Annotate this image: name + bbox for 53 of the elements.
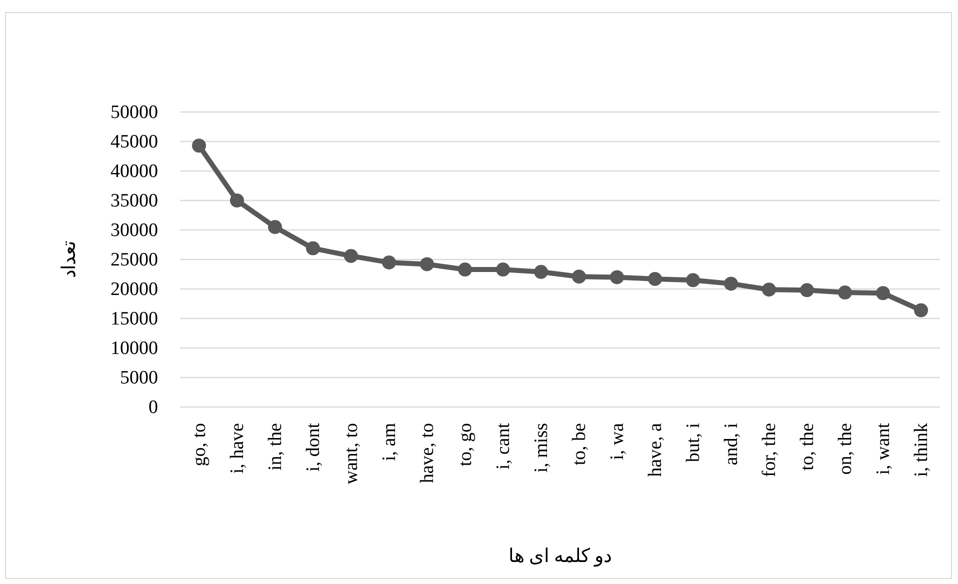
point <box>382 255 396 270</box>
y-tick-label: 10000 <box>110 338 158 359</box>
y-tick-label: 20000 <box>110 279 158 300</box>
point <box>458 262 472 277</box>
x-tick-label: and, i <box>721 423 742 466</box>
x-tick-label: have, a <box>645 422 666 477</box>
point <box>268 220 282 234</box>
y-tick-label: 15000 <box>110 308 158 330</box>
point <box>838 286 852 300</box>
point <box>420 257 434 272</box>
y-axis-title: تعداد <box>59 241 80 278</box>
x-tick-label: for, the <box>759 423 780 478</box>
x-tick-label: in, the <box>265 423 286 470</box>
point <box>648 272 662 286</box>
y-tick-label: 0 <box>148 397 158 418</box>
x-tick-label: i, wa <box>607 422 628 460</box>
y-tick-label: 40000 <box>110 161 158 182</box>
x-tick-label: to, be <box>569 423 590 466</box>
y-tick-label: 45000 <box>110 132 158 152</box>
x-tick-label: on, the <box>835 423 856 475</box>
point <box>230 194 244 208</box>
point <box>876 286 890 300</box>
x-tick-label: i, think <box>911 422 932 477</box>
y-tick-label: 5000 <box>120 368 158 388</box>
x-tick-label: i, cant <box>493 422 514 470</box>
y-tick-label: 30000 <box>110 220 158 241</box>
x-tick-label: i, dont <box>303 422 324 472</box>
x-tick-label: i, miss <box>531 423 552 473</box>
y-tick-label: 25000 <box>110 250 158 270</box>
x-axis-title: دو کلمه ای ها <box>508 546 612 567</box>
x-tick-label: but, i <box>683 423 704 462</box>
point <box>914 303 928 318</box>
x-tick-label: i, want <box>873 422 894 475</box>
x-tick-label: want, to <box>341 423 362 484</box>
y-tick-label: 50000 <box>110 102 158 123</box>
x-tick-label: have, to <box>417 423 438 484</box>
point <box>724 276 738 291</box>
x-tick-label: to, the <box>797 423 818 470</box>
point <box>534 264 548 279</box>
point <box>800 283 814 298</box>
point <box>572 270 586 284</box>
point <box>344 248 358 263</box>
x-tick-label: i, have <box>227 423 248 474</box>
x-tick-label: to, go <box>455 423 476 466</box>
point <box>762 282 776 297</box>
point <box>496 262 510 277</box>
point <box>686 273 700 288</box>
y-tick-label: 35000 <box>110 190 158 212</box>
x-tick-label: i, am <box>379 422 400 461</box>
point <box>610 270 624 284</box>
point <box>306 241 320 256</box>
x-tick-label: go, to <box>189 423 210 466</box>
point <box>192 138 206 153</box>
